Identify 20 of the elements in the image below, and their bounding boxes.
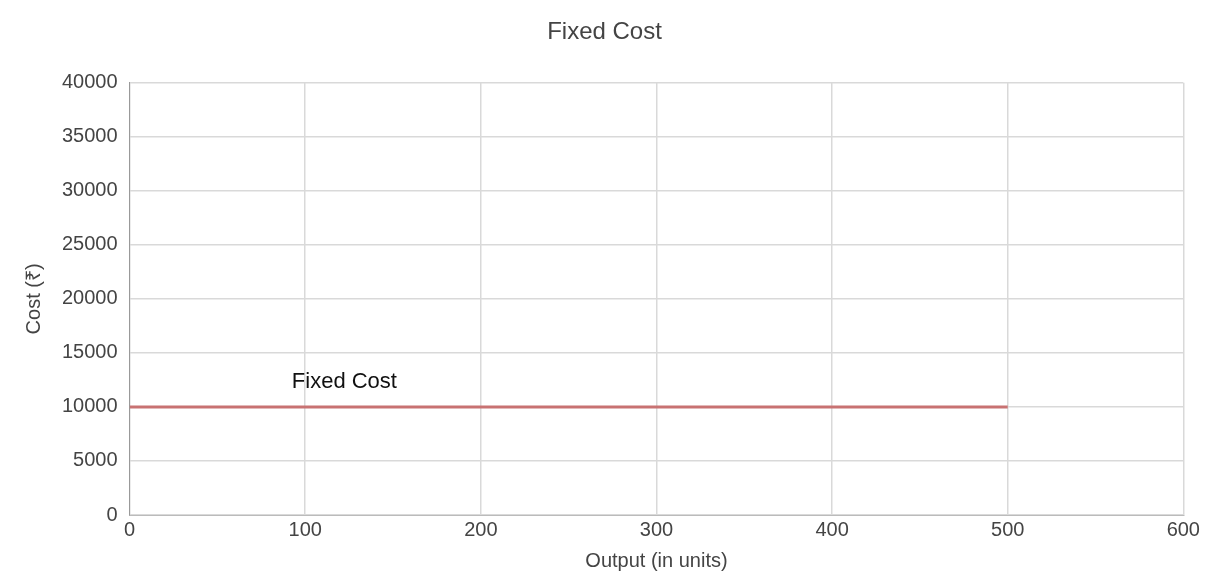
y-tick-label: 20000: [61, 286, 118, 309]
chart-title: Fixed Cost: [547, 17, 663, 45]
x-tick-label: 200: [464, 517, 498, 540]
y-tick-label: 40000: [61, 70, 118, 93]
y-tick-label: 15000: [61, 340, 118, 363]
series-label: Fixed Cost: [291, 368, 397, 394]
x-tick-label: 0: [124, 517, 136, 540]
y-tick-label: 30000: [61, 178, 118, 201]
y-axis-title: Cost (₹): [21, 263, 44, 335]
x-tick-label: 500: [991, 517, 1025, 540]
y-tick-label: 25000: [61, 232, 118, 255]
y-tick-label: 10000: [61, 394, 118, 417]
x-tick-label: 600: [1166, 517, 1200, 540]
y-tick-label: 5000: [73, 448, 118, 471]
x-tick-label: 300: [639, 517, 674, 540]
y-tick-label: 0: [106, 502, 118, 525]
x-tick-label: 100: [288, 517, 322, 540]
x-axis-title: Output (in units): [585, 548, 728, 571]
y-tick-label: 35000: [61, 124, 118, 147]
x-tick-label: 400: [815, 517, 849, 540]
